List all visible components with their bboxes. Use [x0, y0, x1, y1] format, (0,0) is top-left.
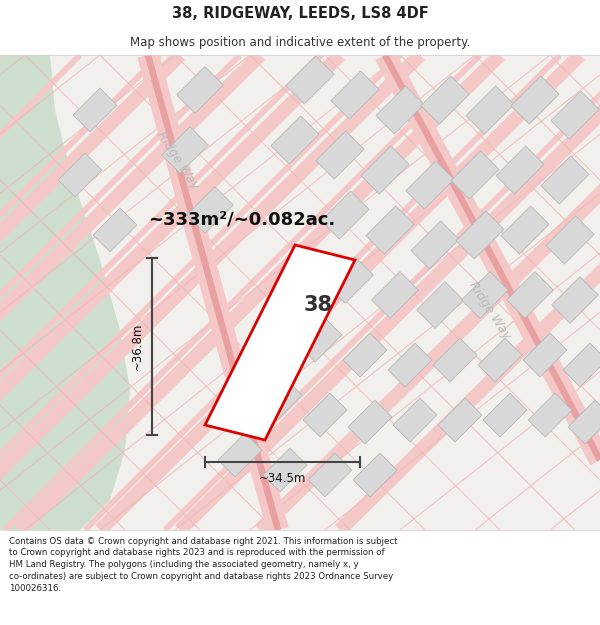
Polygon shape [137, 52, 289, 533]
Polygon shape [0, 53, 402, 532]
Polygon shape [0, 53, 322, 532]
Polygon shape [258, 378, 302, 422]
Polygon shape [303, 393, 347, 437]
Polygon shape [511, 76, 559, 124]
Polygon shape [0, 55, 130, 530]
Polygon shape [366, 206, 414, 254]
Text: 38: 38 [304, 295, 332, 315]
Polygon shape [73, 88, 117, 132]
Polygon shape [271, 116, 319, 164]
Polygon shape [451, 151, 499, 199]
Text: 38, RIDGEWAY, LEEDS, LS8 4DF: 38, RIDGEWAY, LEEDS, LS8 4DF [172, 6, 428, 21]
Polygon shape [161, 127, 208, 173]
Polygon shape [0, 53, 162, 532]
Polygon shape [466, 86, 514, 134]
Polygon shape [541, 156, 589, 204]
Polygon shape [343, 333, 387, 377]
Polygon shape [568, 400, 600, 444]
Polygon shape [0, 53, 2, 532]
Text: Ridge Way: Ridge Way [466, 279, 514, 341]
Polygon shape [286, 56, 334, 104]
Text: ~333m²/~0.082ac.: ~333m²/~0.082ac. [148, 211, 335, 229]
Polygon shape [0, 53, 242, 532]
Polygon shape [176, 67, 223, 113]
Polygon shape [187, 187, 233, 233]
Polygon shape [461, 272, 508, 318]
Polygon shape [326, 257, 373, 303]
Polygon shape [501, 206, 549, 254]
Polygon shape [0, 50, 265, 535]
Polygon shape [478, 338, 522, 382]
Polygon shape [0, 50, 185, 535]
Text: ~36.8m: ~36.8m [131, 322, 144, 370]
Polygon shape [205, 245, 355, 440]
Polygon shape [58, 153, 102, 197]
Polygon shape [93, 208, 137, 252]
Polygon shape [438, 398, 482, 442]
Text: Contains OS data © Crown copyright and database right 2021. This information is : Contains OS data © Crown copyright and d… [9, 537, 398, 593]
Polygon shape [506, 272, 553, 318]
Polygon shape [371, 272, 418, 318]
Polygon shape [95, 50, 585, 535]
Polygon shape [361, 146, 409, 194]
Polygon shape [218, 433, 262, 477]
Polygon shape [388, 343, 432, 387]
Polygon shape [353, 453, 397, 497]
Polygon shape [0, 50, 345, 535]
Polygon shape [523, 333, 567, 377]
Polygon shape [83, 53, 562, 532]
Polygon shape [263, 448, 307, 492]
Text: Map shows position and indicative extent of the property.: Map shows position and indicative extent… [130, 36, 470, 49]
Polygon shape [335, 50, 600, 535]
Polygon shape [15, 50, 505, 535]
Polygon shape [331, 71, 379, 119]
Polygon shape [0, 50, 425, 535]
Text: ~34.5m: ~34.5m [259, 472, 306, 485]
Polygon shape [551, 277, 598, 323]
Polygon shape [348, 400, 392, 444]
Polygon shape [255, 50, 600, 535]
Polygon shape [375, 50, 600, 465]
Polygon shape [421, 76, 469, 124]
Polygon shape [406, 161, 454, 209]
Polygon shape [551, 91, 599, 139]
Polygon shape [393, 398, 437, 442]
Polygon shape [376, 86, 424, 134]
Polygon shape [175, 50, 600, 535]
Polygon shape [528, 393, 572, 437]
Polygon shape [411, 221, 459, 269]
Polygon shape [3, 53, 482, 532]
Text: Ridge Way: Ridge Way [154, 129, 202, 191]
Polygon shape [546, 216, 594, 264]
Polygon shape [433, 338, 477, 382]
Polygon shape [145, 54, 281, 531]
Polygon shape [456, 211, 504, 259]
Polygon shape [298, 318, 342, 362]
Polygon shape [382, 54, 600, 461]
Polygon shape [416, 282, 463, 328]
Polygon shape [563, 343, 600, 387]
Polygon shape [163, 53, 600, 532]
Polygon shape [316, 131, 364, 179]
Polygon shape [321, 191, 369, 239]
Polygon shape [308, 453, 352, 497]
Polygon shape [483, 393, 527, 437]
Polygon shape [496, 146, 544, 194]
Polygon shape [0, 53, 82, 532]
